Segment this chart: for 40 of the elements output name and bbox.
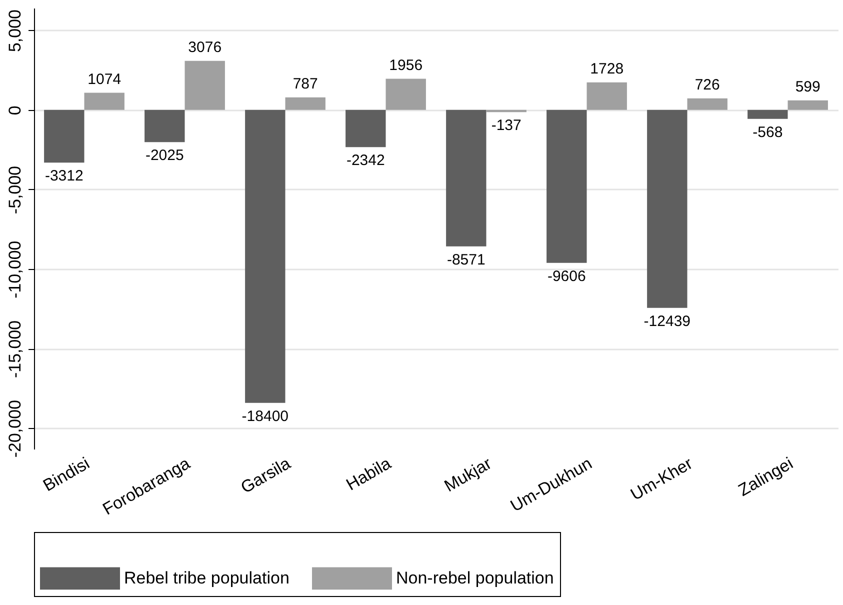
bar xyxy=(245,110,286,403)
bar xyxy=(546,110,587,263)
data-label: 1074 xyxy=(88,70,122,88)
bar xyxy=(44,110,84,163)
y-tick-label: -15,000 xyxy=(6,320,24,378)
data-label: -2342 xyxy=(346,152,385,170)
data-label: -2025 xyxy=(145,147,184,164)
bar xyxy=(386,78,426,110)
data-label: -9606 xyxy=(547,268,586,285)
bar xyxy=(647,110,688,308)
data-label: -568 xyxy=(752,124,783,141)
bar xyxy=(84,92,124,110)
data-label: 787 xyxy=(292,75,318,92)
bar xyxy=(486,110,526,112)
data-label: -137 xyxy=(491,117,522,134)
legend-label: Non-rebel population xyxy=(396,568,554,588)
y-tick-label: -5,000 xyxy=(6,166,24,214)
data-label: 1728 xyxy=(590,60,624,78)
bar xyxy=(285,97,326,110)
bar xyxy=(184,60,225,110)
legend-label: Rebel tribe population xyxy=(124,568,290,588)
data-label: 3076 xyxy=(188,38,222,56)
y-tick-label: 5,000 xyxy=(6,10,24,52)
bar xyxy=(748,110,788,119)
data-label: 1956 xyxy=(389,56,423,74)
bar xyxy=(586,82,627,110)
bar xyxy=(446,110,486,246)
y-tick-label: 0 xyxy=(6,106,24,116)
data-label: 599 xyxy=(795,78,820,96)
bar xyxy=(346,110,386,148)
data-label: -18400 xyxy=(242,408,289,425)
y-tick-label: -20,000 xyxy=(6,400,24,458)
bar xyxy=(788,100,828,110)
y-tick-label: -10,000 xyxy=(6,240,24,298)
data-label: -3312 xyxy=(44,168,84,185)
data-label: -8571 xyxy=(446,251,486,268)
data-label: -12439 xyxy=(644,312,691,330)
bar xyxy=(687,98,728,110)
data-label: 726 xyxy=(694,76,720,94)
bar xyxy=(144,110,185,142)
